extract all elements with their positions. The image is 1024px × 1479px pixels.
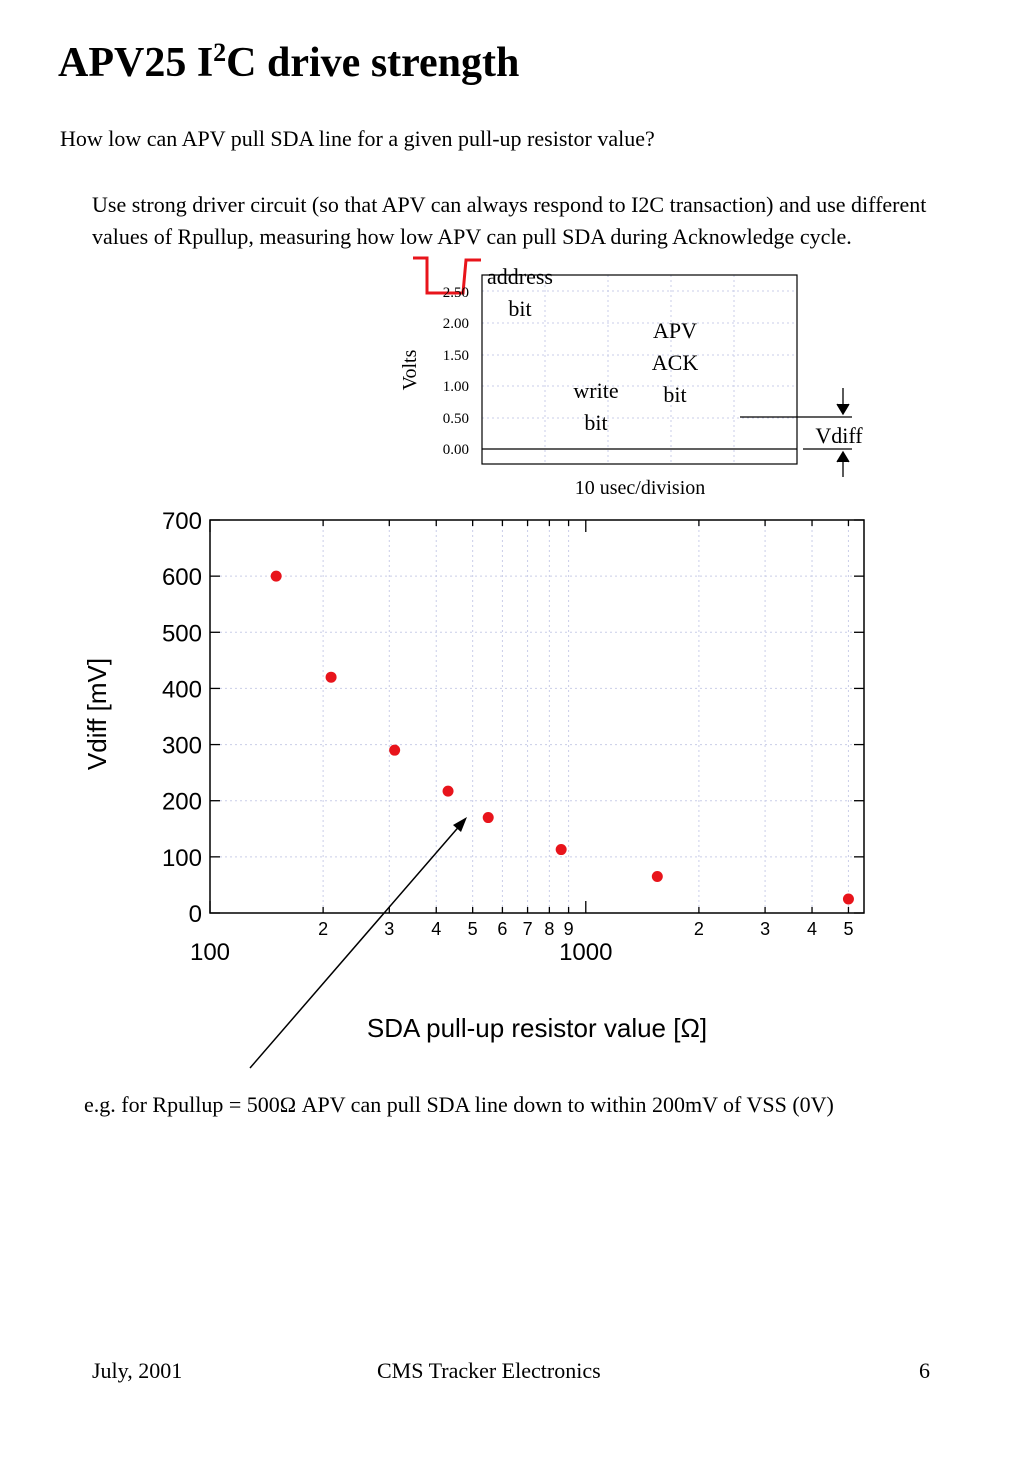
data-point [555, 844, 567, 856]
vdiff-label: Vdiff [815, 423, 863, 448]
x-major-tick-label: 100 [190, 939, 230, 966]
address-label: address [487, 264, 553, 289]
ack-label: APV [653, 318, 697, 343]
scope-annotations: address bit APV ACK bit write bit Vdiff [487, 264, 863, 448]
ack-label: bit [663, 382, 686, 407]
scope-tick: 2.50 [443, 285, 469, 301]
x-major-tick-label: 1000 [559, 939, 612, 966]
scope-frame [481, 274, 798, 465]
scope-y-label: Volts [399, 349, 421, 390]
scope-tick: 0.50 [443, 411, 469, 427]
x-minor-tick-label: 7 [523, 919, 533, 939]
scope-tick: 0.00 [443, 442, 469, 458]
x-minor-tick-label: 2 [694, 919, 704, 939]
x-minor-tick-label: 9 [564, 919, 574, 939]
data-point [270, 570, 282, 582]
scope-y-ticks: 2.50 2.00 1.50 1.00 0.50 0.00 [443, 285, 469, 458]
y-axis-label: Vdiff [mV] [82, 658, 112, 770]
y-tick-label: 200 [162, 789, 202, 816]
chart-grid [210, 520, 864, 913]
data-point [842, 893, 854, 905]
y-tick-label: 400 [162, 676, 202, 703]
address-label: bit [508, 296, 531, 321]
footer-date: July, 2001 [92, 1358, 183, 1383]
scope-tick: 1.50 [443, 348, 469, 364]
write-label: write [573, 378, 618, 403]
x-minor-tick-label: 6 [497, 919, 507, 939]
data-point [389, 744, 401, 756]
write-label: bit [584, 410, 607, 435]
title-prefix: APV25 I [58, 40, 214, 86]
data-point [651, 871, 663, 883]
y-tick-label: 600 [162, 564, 202, 591]
x-minor-tick-label: 4 [807, 919, 817, 939]
callout-arrow [249, 817, 467, 1069]
y-tick-label: 0 [189, 901, 202, 928]
x-minor-tick-label: 2 [318, 919, 328, 939]
title-superscript: 2 [213, 38, 227, 67]
y-tick-label: 300 [162, 733, 202, 760]
scope-grid [482, 275, 797, 464]
scope-x-label: 10 usec/division [575, 477, 706, 499]
x-minor-tick-label: 5 [843, 919, 853, 939]
x-minor-tick-label: 3 [760, 919, 770, 939]
page-title: APV25 I2C drive strength [58, 40, 520, 86]
ack-label: ACK [652, 350, 699, 375]
data-point [482, 812, 494, 824]
y-tick-label: 700 [162, 508, 202, 535]
title-suffix: C drive strength [226, 40, 520, 86]
y-tick-label: 500 [162, 620, 202, 647]
x-minor-tick-label: 3 [384, 919, 394, 939]
callout-text: e.g. for Rpullup = 500Ω APV can pull SDA… [84, 1092, 834, 1117]
x-minor-tick-label: 5 [468, 919, 478, 939]
y-tick-label: 100 [162, 845, 202, 872]
chart-ticks [209, 519, 864, 914]
intro-question: How low can APV pull SDA line for a give… [60, 126, 655, 151]
scope-trace [413, 256, 481, 295]
data-points [270, 570, 854, 905]
intro-method: Use strong driver circuit (so that APV c… [92, 192, 927, 249]
plot-frame [209, 519, 865, 914]
x-minor-tick-label: 8 [544, 919, 554, 939]
scope-tick: 2.00 [443, 316, 469, 332]
footer-center: CMS Tracker Electronics [377, 1358, 601, 1383]
page-number: 6 [919, 1358, 930, 1383]
data-point [325, 671, 337, 683]
x-minor-tick-label: 4 [431, 919, 441, 939]
vdiff-marker [740, 388, 852, 477]
x-axis-label: SDA pull-up resistor value [Ω] [367, 1013, 707, 1043]
scope-tick: 1.00 [443, 379, 469, 395]
data-point [442, 785, 454, 797]
